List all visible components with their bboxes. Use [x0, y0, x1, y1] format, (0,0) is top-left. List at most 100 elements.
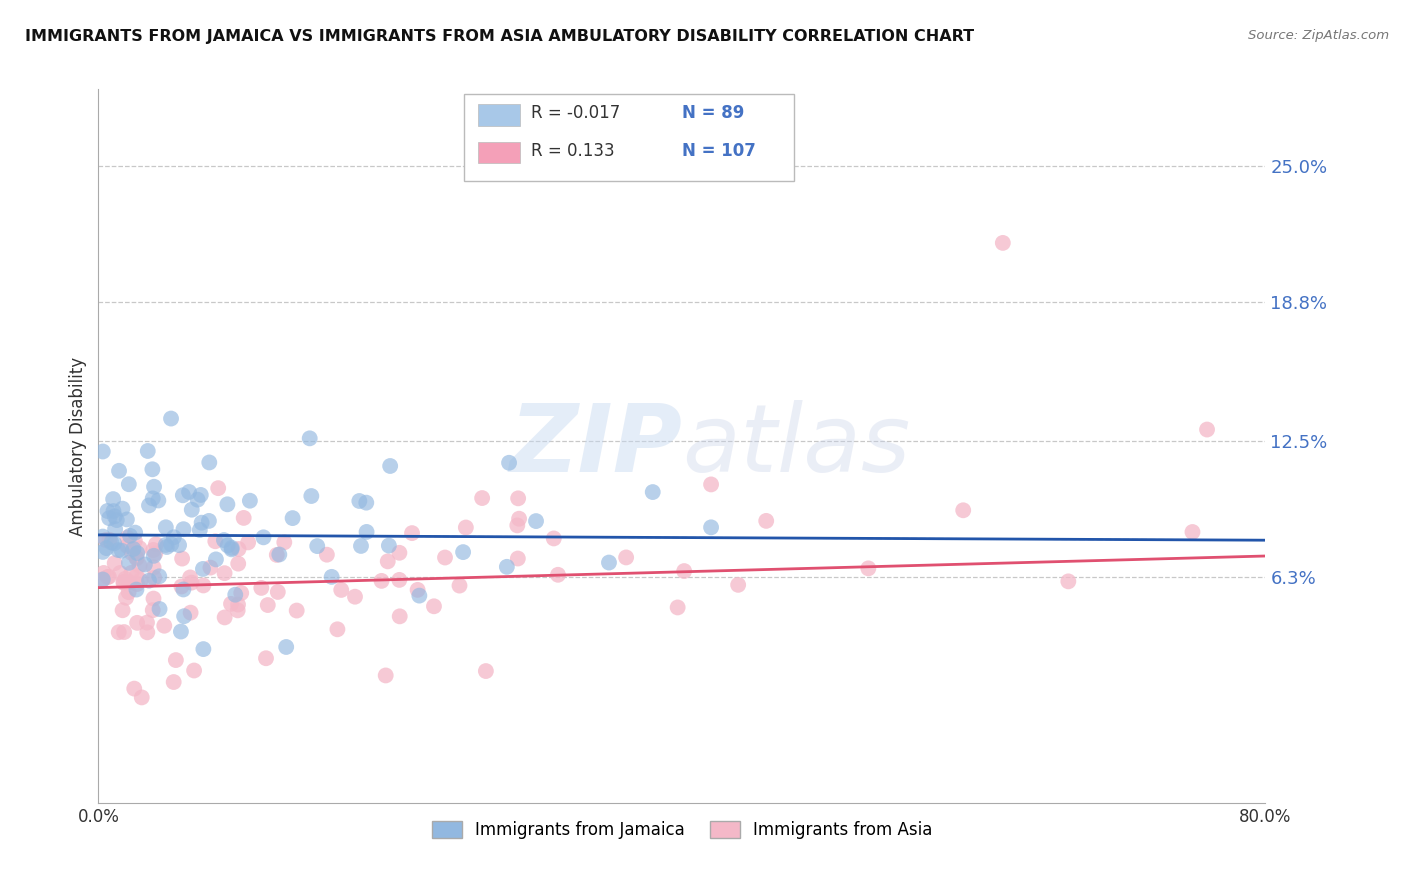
Point	[1057, 574, 1080, 589]
Point	[118, 556, 141, 570]
Point	[254, 651, 277, 665]
Point	[281, 511, 304, 525]
Point	[98, 511, 121, 525]
Point	[219, 597, 242, 611]
Point	[125, 569, 148, 583]
Point	[370, 574, 392, 588]
Point	[204, 534, 226, 549]
Point	[198, 514, 221, 528]
Point	[434, 550, 457, 565]
Point	[298, 431, 321, 445]
Point	[508, 512, 530, 526]
Point	[128, 558, 150, 573]
Legend: Immigrants from Jamaica, Immigrants from Asia: Immigrants from Jamaica, Immigrants from…	[425, 814, 939, 846]
Point	[266, 548, 288, 562]
Point	[148, 602, 170, 616]
Point	[239, 493, 262, 508]
Point	[380, 458, 402, 473]
Point	[129, 574, 152, 588]
Point	[91, 530, 114, 544]
Point	[991, 235, 1014, 250]
Point	[163, 530, 186, 544]
Point	[131, 690, 153, 705]
Point	[350, 539, 373, 553]
Point	[160, 411, 183, 425]
Point	[143, 546, 166, 560]
Text: N = 107: N = 107	[682, 142, 756, 160]
Point	[188, 523, 211, 537]
Point	[193, 642, 215, 657]
Point	[112, 575, 135, 590]
Point	[148, 569, 170, 583]
Point	[180, 502, 202, 516]
Point	[198, 455, 221, 469]
Point	[108, 566, 131, 580]
Point	[183, 664, 205, 678]
Point	[388, 609, 411, 624]
Point	[190, 516, 212, 530]
Point	[221, 541, 243, 555]
Point	[143, 571, 166, 585]
Point	[91, 444, 114, 458]
Point	[138, 499, 160, 513]
Point	[142, 491, 165, 506]
Point	[118, 477, 141, 491]
Point	[143, 480, 166, 494]
Point	[299, 489, 322, 503]
Point	[128, 541, 150, 556]
Point	[214, 566, 236, 581]
Point	[449, 578, 471, 592]
Point	[156, 540, 179, 554]
Point	[190, 488, 212, 502]
Point	[172, 488, 194, 502]
Point	[127, 615, 149, 630]
Point	[952, 503, 974, 517]
Point	[423, 599, 446, 614]
Point	[212, 533, 235, 547]
Point	[138, 574, 160, 588]
Point	[127, 546, 149, 560]
Point	[1181, 524, 1204, 539]
Point	[641, 485, 664, 500]
Point	[170, 624, 193, 639]
Point	[91, 545, 114, 559]
Point	[98, 533, 121, 547]
Point	[160, 537, 183, 551]
Point	[111, 603, 134, 617]
Point	[252, 530, 274, 544]
Point	[471, 491, 494, 505]
Point	[142, 543, 165, 558]
Point	[388, 546, 411, 560]
Point	[96, 504, 118, 518]
Point	[506, 518, 529, 533]
Point	[191, 562, 214, 576]
Point	[214, 610, 236, 624]
Point	[124, 533, 146, 548]
Point	[104, 509, 127, 524]
Point	[112, 574, 135, 589]
Point	[165, 653, 187, 667]
Point	[94, 533, 117, 547]
Point	[112, 625, 135, 640]
Point	[104, 522, 127, 536]
Point	[451, 545, 474, 559]
Point	[343, 590, 366, 604]
Point	[377, 554, 399, 568]
Point	[115, 591, 138, 605]
Point	[506, 551, 529, 566]
Point	[111, 501, 134, 516]
Point	[155, 520, 177, 534]
Point	[180, 575, 202, 590]
Point	[96, 541, 118, 555]
Point	[207, 481, 229, 495]
Point	[193, 578, 215, 592]
Point	[231, 586, 253, 600]
Point	[155, 538, 177, 552]
Point	[153, 618, 176, 632]
Point	[267, 585, 290, 599]
Point	[508, 491, 530, 506]
Point	[700, 520, 723, 534]
Point	[727, 578, 749, 592]
Point	[172, 582, 194, 597]
Point	[121, 546, 143, 560]
